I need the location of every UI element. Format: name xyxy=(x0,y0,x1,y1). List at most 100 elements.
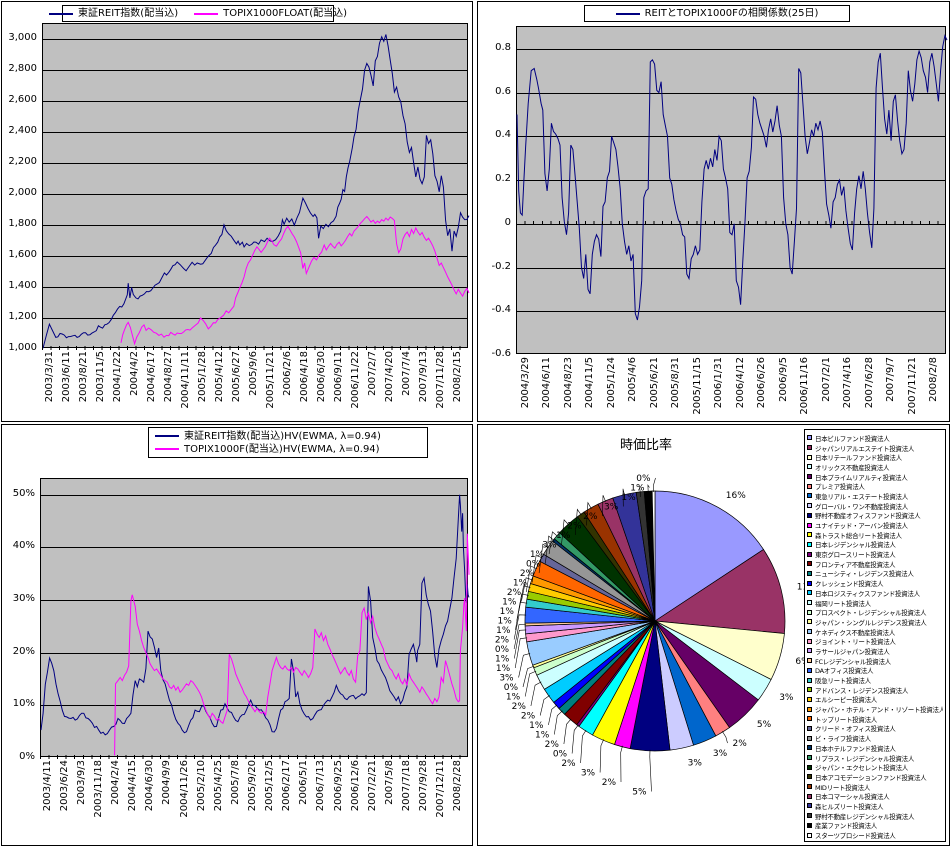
series-line-swatch xyxy=(615,12,640,15)
pie-legend-item[interactable]: ケネディクス不動産投資法人 xyxy=(807,627,943,636)
x-axis-tick-label: 2006/12/6 xyxy=(349,760,361,812)
correlation-legend[interactable]: REITとTOPIX1000Fの相関係数(25日) xyxy=(584,5,850,22)
pie-legend-item[interactable]: 日本コマーシャル投資法人 xyxy=(807,791,943,801)
pie-legend-item[interactable]: ジョイント・リート投資法人 xyxy=(807,636,943,646)
pie-legend[interactable]: 日本ビルファンド投資法人 ジャパンリアルエステイト投資法人 日本リテールファンド投資… xyxy=(804,429,946,842)
x-axis-tick-label: 2004/9/9 xyxy=(161,760,173,805)
pie-label-leader-line xyxy=(571,724,579,754)
legend-item[interactable]: TOPIX1000F(配当込)HV(EWMA, λ=0.94) xyxy=(155,443,380,456)
legend-item[interactable]: 東証REIT指数(配当込) xyxy=(48,7,178,20)
pie-percent-label: 3% xyxy=(688,759,703,769)
pie-legend-item[interactable]: 野村不動産オフィスファンド投資法人 xyxy=(807,511,943,520)
pie-label-leader-line xyxy=(518,653,531,678)
pie-legend-item[interactable]: ジャパン・シングルレジデンス投資法人 xyxy=(807,617,943,627)
pie-legend-item[interactable]: アドバンス・レジデンス投資法人 xyxy=(807,685,943,695)
series-line-0[interactable] xyxy=(42,34,470,349)
pie-legend-item[interactable]: フロンティア不動産投資法人 xyxy=(807,559,943,569)
series-line-swatch xyxy=(48,12,73,15)
pie-legend-item[interactable]: ジャパン・エクセレント投資法人 xyxy=(807,762,943,772)
pie-slice[interactable] xyxy=(654,490,764,622)
pie-legend-item[interactable]: DAオフィス投資法人 xyxy=(807,666,943,675)
x-axis-tick-label: 2004/8/27 xyxy=(162,351,174,403)
series-line-0[interactable] xyxy=(40,494,470,736)
pie-legend-item[interactable]: グローバル・ワン不動産投資法人 xyxy=(807,501,943,511)
plot-area[interactable] xyxy=(516,26,948,354)
legend-item[interactable]: TOPIX1000FLOAT(配当込) xyxy=(194,7,347,20)
pie-legend-item[interactable]: 日本ビルファンド投資法人 xyxy=(807,433,943,443)
x-axis-tick-label: 2007/2/21 xyxy=(366,760,378,812)
legend-label: ジャパンリアルエステイト投資法人 xyxy=(815,444,915,453)
pie-slice[interactable] xyxy=(653,549,786,634)
pie-legend-item[interactable]: 日本ロジスティクスファンド投資法人 xyxy=(807,588,943,598)
x-axis-tick-label: 2005/4/6 xyxy=(627,357,639,402)
pie-percent-label: 0% xyxy=(636,474,651,484)
pie-legend-item[interactable]: 産業ファンド投資法人 xyxy=(807,821,943,830)
pie-percent-label: 1% xyxy=(498,617,513,627)
legend-label: 日本レジデンシャル投資法人 xyxy=(815,541,896,550)
pie-legend-item[interactable]: ラサールジャパン投資法人 xyxy=(807,646,943,656)
series-line-0[interactable] xyxy=(516,34,948,321)
pie-label-leader-line xyxy=(548,704,558,726)
series-label: TOPIX1000FLOAT(配当込) xyxy=(223,8,348,19)
pie-legend-item[interactable]: 野村不動産レジデンシャル投資法人 xyxy=(807,811,943,821)
pie-legend-item[interactable]: クレッシェンド投資法人 xyxy=(807,578,943,588)
pie-legend-item[interactable]: エルシーピー投資法人 xyxy=(807,695,943,704)
pie-percent-label: 2% xyxy=(507,588,522,598)
pie-label-leader-line xyxy=(545,535,555,564)
pie-legend-item[interactable]: ニューシティ・レジデンス投資法人 xyxy=(807,569,943,578)
legend-label: 東急リアル・エステート投資法人 xyxy=(815,492,908,501)
legend-color-marker xyxy=(807,600,812,606)
pie-legend-item[interactable]: 福岡リート投資法人 xyxy=(807,598,943,607)
pie-percent-label: 1% xyxy=(556,531,571,541)
pie-percent-label: 0% xyxy=(553,750,568,760)
legend-color-marker xyxy=(807,803,812,809)
pie-legend-item[interactable]: トップリート投資法人 xyxy=(807,714,943,724)
pie-legend-item[interactable]: オリックス不動産投資法人 xyxy=(807,462,943,472)
pie-legend-item[interactable]: 日本リテールファンド投資法人 xyxy=(807,452,943,462)
legend-label: トップリート投資法人 xyxy=(815,715,878,724)
reit-index-legend[interactable]: 東証REIT指数(配当込) TOPIX1000FLOAT(配当込) xyxy=(48,5,347,22)
pie-legend-item[interactable]: ジャパン・ホテル・アンド・リゾート投資法人 xyxy=(807,704,943,714)
pie-legend-item[interactable]: 日本ホテルファンド投資法人 xyxy=(807,743,943,753)
plot-area[interactable] xyxy=(42,23,470,349)
pie-legend-item[interactable]: FCレジデンシャル投資法人 xyxy=(807,656,943,666)
pie-legend-item[interactable]: 日本アコモデーションファンド投資法人 xyxy=(807,772,943,782)
pie-legend-item[interactable]: スターツプロシード投資法人 xyxy=(807,830,943,840)
legend-color-marker xyxy=(807,609,812,615)
pie-label-leader-line xyxy=(531,554,543,583)
pie-percent-label: 2% xyxy=(567,522,582,532)
gridline xyxy=(41,652,467,654)
plot-area[interactable] xyxy=(40,478,470,757)
pie-legend-item[interactable]: 東京グロースリート投資法人 xyxy=(807,549,943,559)
pie-legend-item[interactable]: 日本プライムリアルティ投資法人 xyxy=(807,472,943,481)
series-line-1[interactable] xyxy=(114,533,470,756)
pie-legend-item[interactable]: クリード・オフィス投資法人 xyxy=(807,724,943,733)
gridline xyxy=(41,600,467,602)
legend-label: 日本アコモデーションファンド投資法人 xyxy=(815,773,927,782)
pie-legend-item[interactable]: 日本レジデンシャル投資法人 xyxy=(807,540,943,550)
pie-label-leader-line xyxy=(563,718,572,745)
legend-item[interactable]: REITとTOPIX1000Fの相関係数(25日) xyxy=(615,7,818,20)
legend-label: ラサールジャパン投資法人 xyxy=(815,647,890,656)
pie-legend-item[interactable]: プロスペクト・レジデンシャル投資法人 xyxy=(807,607,943,617)
pie-percent-label: 2% xyxy=(545,740,560,750)
x-axis-tick-label: 2004/6/30 xyxy=(144,760,156,812)
pie-legend-item[interactable]: 森ヒルズリート投資法人 xyxy=(807,801,943,811)
volatility-legend[interactable]: 東証REIT指数(配当込)HV(EWMA, λ=0.94) TOPIX1000F… xyxy=(148,427,428,458)
pie-legend-item[interactable]: プレミア投資法人 xyxy=(807,481,943,491)
pie-legend-item[interactable]: 阪急リート投資法人 xyxy=(807,675,943,685)
pie-legend-item[interactable]: リプラス・レジデンシャル投資法人 xyxy=(807,753,943,762)
pie-legend-item[interactable]: MIDリート投資法人 xyxy=(807,782,943,791)
legend-item[interactable]: 東証REIT指数(配当込)HV(EWMA, λ=0.94) xyxy=(155,430,381,443)
series-line-1[interactable] xyxy=(120,215,470,346)
legend-color-marker xyxy=(807,464,812,470)
pie-legend-item[interactable]: 東急リアル・エステート投資法人 xyxy=(807,491,943,501)
pie-legend-item[interactable]: 森トラスト総合リート投資法人 xyxy=(807,530,943,540)
pie-legend-item[interactable]: ユナイテッド・アーバン投資法人 xyxy=(807,520,943,530)
x-axis-tick-label: 2005/6/27 xyxy=(230,351,242,403)
x-axis-tick-label: 2004/4/2 xyxy=(128,351,140,396)
pie-legend-item[interactable]: ビ・ライフ投資法人 xyxy=(807,733,943,743)
legend-color-marker xyxy=(807,570,812,576)
pie-legend-item[interactable]: ジャパンリアルエステイト投資法人 xyxy=(807,443,943,453)
